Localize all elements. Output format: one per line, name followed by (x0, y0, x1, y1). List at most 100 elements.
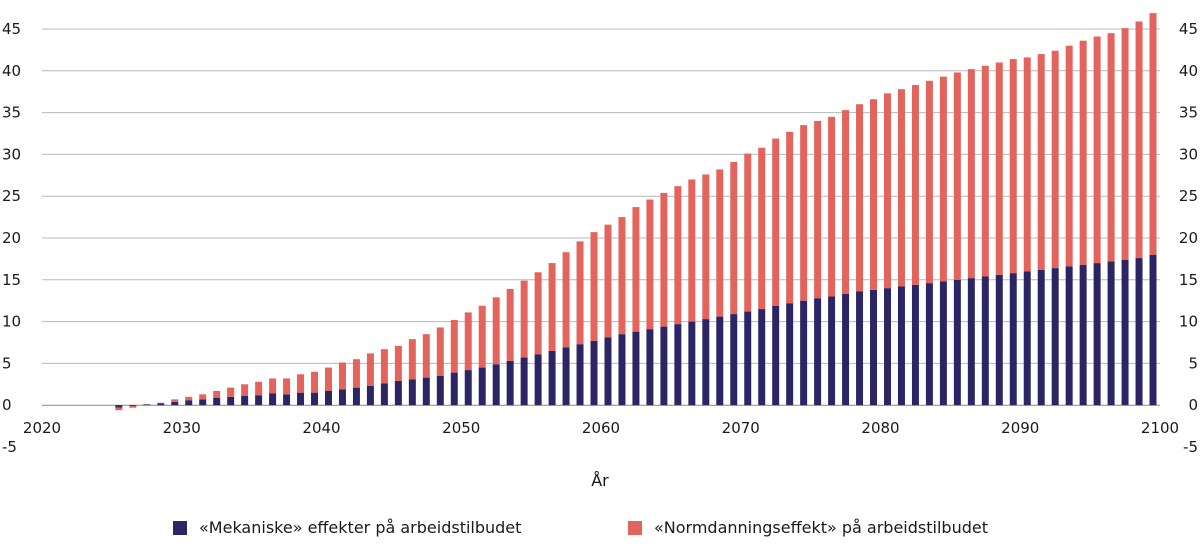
bar-norm (1051, 50, 1059, 269)
bar-mechanical (786, 303, 794, 406)
y-tick-label-left: 40 (2, 62, 21, 80)
bar-mechanical (758, 309, 766, 406)
bar-mechanical (227, 396, 235, 406)
bar-norm (213, 390, 221, 398)
x-tick-label: 2020 (23, 419, 61, 437)
bar-mechanical (1107, 261, 1115, 406)
bar-norm (618, 217, 626, 335)
bar-norm (660, 192, 668, 327)
bar-mechanical (590, 340, 598, 406)
bar-norm (199, 394, 207, 400)
bar-mechanical (800, 300, 808, 406)
bar-norm (870, 99, 878, 290)
bar-norm (842, 110, 850, 295)
bar-mechanical (646, 329, 654, 406)
bar-norm (548, 263, 556, 351)
bar-mechanical (967, 278, 975, 406)
y-tick-label-right: -5 (1183, 438, 1198, 456)
bar-mechanical (842, 294, 850, 406)
bar-norm (129, 406, 137, 408)
bar-mechanical (297, 392, 305, 406)
bar-norm (436, 327, 444, 376)
bar-norm (995, 62, 1003, 275)
bar-norm (227, 387, 235, 397)
bar-norm (1093, 36, 1101, 264)
legend-label-mechanical: «Mekaniske» effekter på arbeidstilbudet (199, 518, 522, 537)
bar-mechanical (311, 392, 319, 406)
bar-norm (380, 349, 388, 384)
bar-mechanical (995, 274, 1003, 406)
bar-mechanical (324, 390, 332, 406)
bar-norm (828, 116, 836, 297)
bar-mechanical (730, 314, 738, 406)
bar-norm (115, 407, 123, 411)
y-tick-label-left: 30 (2, 145, 21, 163)
bar-norm (478, 305, 486, 368)
y-tick-label-right: 10 (1179, 313, 1198, 331)
bar-norm (492, 297, 500, 365)
bar-mechanical (269, 393, 277, 406)
bar-mechanical (925, 283, 933, 406)
bar-mechanical (1093, 263, 1101, 406)
x-tick-label: 2090 (1001, 419, 1039, 437)
bar-mechanical (115, 405, 123, 408)
bar-mechanical (464, 370, 472, 406)
bar-norm (506, 288, 514, 361)
y-tick-label-right: 20 (1179, 229, 1198, 247)
bar-norm (324, 367, 332, 391)
y-tick-label-left: 15 (2, 271, 21, 289)
bar-norm (1009, 59, 1017, 274)
bar-norm (646, 199, 654, 330)
bar-mechanical (981, 276, 989, 406)
x-tick-label: 2070 (722, 419, 760, 437)
y-tick-label-left: 5 (2, 354, 12, 372)
y-tick-label-left: 45 (2, 20, 21, 38)
bar-mechanical (199, 399, 207, 406)
x-tick-label: 2060 (582, 419, 620, 437)
y-tick-label-left: -5 (2, 438, 17, 456)
bar-mechanical (394, 380, 402, 406)
x-tick-label: 2100 (1141, 419, 1179, 437)
x-tick-label: 2030 (163, 419, 201, 437)
bar-norm (772, 138, 780, 306)
x-tick-label: 2080 (861, 419, 899, 437)
bar-mechanical (506, 360, 514, 406)
bar-mechanical (604, 337, 612, 406)
bar-norm (1023, 57, 1031, 272)
bar-mechanical (1149, 254, 1157, 406)
bar-mechanical (883, 288, 891, 406)
y-tick-label-right: 30 (1179, 145, 1198, 163)
bar-mechanical (338, 389, 346, 406)
bar-norm (744, 153, 752, 312)
x-tick-label: 2040 (302, 419, 340, 437)
bar-mechanical (366, 385, 374, 406)
legend-swatch-norm (628, 520, 642, 535)
bar-norm (716, 169, 724, 317)
legend-label-norm: «Normdanningseffekt» på arbeidstilbudet (654, 518, 988, 537)
legend: «Mekaniske» effekter på arbeidstilbudet … (0, 518, 1200, 544)
bar-mechanical (953, 279, 961, 406)
y-tick-label-right: 35 (1179, 104, 1198, 122)
bar-norm (422, 334, 430, 378)
bar-norm (786, 131, 794, 304)
bar-mechanical (688, 321, 696, 406)
bar-mechanical (1023, 271, 1031, 406)
bar-mechanical (478, 367, 486, 406)
y-tick-label-left: 20 (2, 229, 21, 247)
bar-mechanical (618, 334, 626, 406)
bar-mechanical (143, 404, 151, 406)
bar-mechanical (408, 379, 416, 406)
bar-norm (241, 384, 249, 397)
bar-mechanical (772, 305, 780, 406)
x-tick-label: 2050 (442, 419, 480, 437)
bar-mechanical (576, 344, 584, 406)
bar-mechanical (814, 298, 822, 406)
bar-norm (352, 359, 360, 388)
bar-norm (911, 85, 919, 285)
bar-mechanical (534, 354, 542, 406)
bar-mechanical (1135, 258, 1143, 406)
bar-mechanical (1121, 259, 1129, 406)
bar-norm (883, 93, 891, 289)
bar-mechanical (157, 403, 165, 406)
